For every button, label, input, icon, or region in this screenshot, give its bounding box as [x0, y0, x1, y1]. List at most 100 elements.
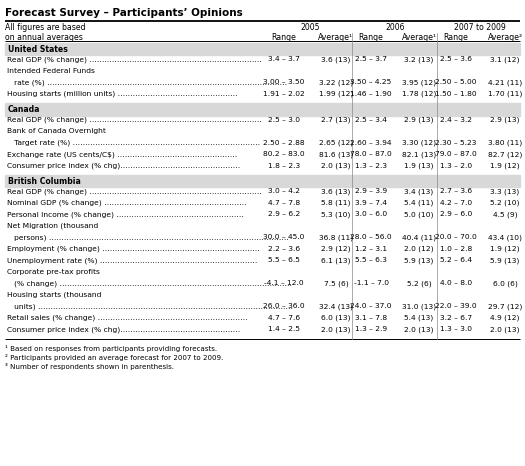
- Text: 2.60 – 3.94: 2.60 – 3.94: [350, 139, 392, 145]
- Text: 3.1 – 7.8: 3.1 – 7.8: [355, 315, 387, 321]
- Text: Target rate (%) …………………………………………………………………: Target rate (%) …………………………………………………………………: [7, 139, 260, 146]
- Text: 1.78 (12): 1.78 (12): [402, 91, 436, 97]
- Text: 1.3 – 2.0: 1.3 – 2.0: [440, 163, 472, 169]
- Text: Average²: Average²: [487, 34, 522, 42]
- Text: 29.7 (12): 29.7 (12): [488, 303, 522, 309]
- Text: 3.80 (11): 3.80 (11): [488, 139, 522, 146]
- Text: Intended Federal Funds: Intended Federal Funds: [7, 68, 95, 74]
- Text: 36.8 (11): 36.8 (11): [319, 234, 353, 240]
- Text: 2.0 (12): 2.0 (12): [404, 246, 434, 252]
- Text: 2.9 (13): 2.9 (13): [404, 116, 434, 123]
- Text: Forecast Survey – Participants’ Opinions: Forecast Survey – Participants’ Opinions: [5, 8, 243, 18]
- Text: 2.0 (13): 2.0 (13): [490, 326, 520, 333]
- Text: 2.4 – 3.2: 2.4 – 3.2: [440, 116, 472, 123]
- Text: 4.2 – 7.0: 4.2 – 7.0: [440, 199, 472, 206]
- Text: 3.0 – 6.0: 3.0 – 6.0: [355, 211, 387, 217]
- Text: 2.5 – 3.6: 2.5 – 3.6: [440, 56, 472, 62]
- Text: Real GDP (% change) ……………………………………………………………: Real GDP (% change) ………………………………………………………: [7, 116, 262, 123]
- Text: 2.0 (13): 2.0 (13): [321, 326, 351, 333]
- Text: Bank of Canada Overnight: Bank of Canada Overnight: [7, 128, 106, 134]
- Text: 28.0 – 56.0: 28.0 – 56.0: [350, 234, 392, 240]
- Text: 31.0 (13): 31.0 (13): [402, 303, 436, 309]
- Text: 6.0 (13): 6.0 (13): [321, 315, 351, 321]
- Text: 4.0 – 8.0: 4.0 – 8.0: [440, 280, 472, 286]
- Text: 4.5 (9): 4.5 (9): [492, 211, 517, 218]
- Text: 4.9 (12): 4.9 (12): [490, 315, 520, 321]
- Text: 3.0 – 4.2: 3.0 – 4.2: [268, 188, 300, 194]
- Text: 4.21 (11): 4.21 (11): [488, 80, 522, 86]
- Text: 2005: 2005: [300, 23, 320, 32]
- Text: 3.9 – 7.4: 3.9 – 7.4: [355, 199, 387, 206]
- Text: 5.9 (13): 5.9 (13): [404, 257, 434, 264]
- Bar: [5, 175, 520, 187]
- Text: 3.95 (12): 3.95 (12): [402, 80, 436, 86]
- Text: 3.6 (13): 3.6 (13): [321, 56, 351, 63]
- Text: Consumer price index (% chg)…………………………………………: Consumer price index (% chg)…………………………………: [7, 326, 240, 333]
- Text: 2.5 – 3.7: 2.5 – 3.7: [355, 56, 387, 62]
- Text: Employment (% change) ………………………………………………………: Employment (% change) …………………………………………………: [7, 246, 260, 252]
- Text: Real GDP (% change) ……………………………………………………………: Real GDP (% change) ………………………………………………………: [7, 188, 262, 195]
- Text: 2.30 – 5.23: 2.30 – 5.23: [435, 139, 477, 145]
- Text: 5.2 (10): 5.2 (10): [490, 199, 520, 206]
- Text: Housing starts (thousand: Housing starts (thousand: [7, 292, 101, 298]
- Text: 2.9 – 3.9: 2.9 – 3.9: [355, 188, 387, 194]
- Text: 3.30 (12): 3.30 (12): [402, 139, 436, 146]
- Text: 5.9 (13): 5.9 (13): [490, 257, 520, 264]
- Text: 1.9 (12): 1.9 (12): [490, 163, 520, 169]
- Text: 80.2 – 83.0: 80.2 – 83.0: [263, 151, 305, 157]
- Text: Corporate pre-tax profits: Corporate pre-tax profits: [7, 268, 100, 274]
- Text: 5.0 (10): 5.0 (10): [404, 211, 434, 218]
- Text: 78.0 – 87.0: 78.0 – 87.0: [350, 151, 392, 157]
- Text: United States: United States: [8, 45, 68, 54]
- Text: 4.7 – 7.6: 4.7 – 7.6: [268, 315, 300, 321]
- Text: 5.5 – 6.5: 5.5 – 6.5: [268, 257, 300, 263]
- Text: 2.0 (13): 2.0 (13): [404, 326, 434, 333]
- Text: 3.3 (13): 3.3 (13): [490, 188, 520, 195]
- Text: -1.1 – 7.0: -1.1 – 7.0: [353, 280, 388, 286]
- Text: 2006: 2006: [385, 23, 405, 32]
- Text: units) …………………………………………………………………………………………: units) …………………………………………………………………………………………: [7, 303, 293, 309]
- Text: 1.9 (12): 1.9 (12): [490, 246, 520, 252]
- Text: 2.65 (12): 2.65 (12): [319, 139, 353, 146]
- Text: All figures are based: All figures are based: [5, 23, 86, 32]
- Text: British Columbia: British Columbia: [8, 177, 81, 185]
- Text: 5.8 (11): 5.8 (11): [321, 199, 351, 206]
- Text: 5.4 (11): 5.4 (11): [404, 199, 434, 206]
- Text: 3.4 – 3.7: 3.4 – 3.7: [268, 56, 300, 62]
- Text: 43.4 (10): 43.4 (10): [488, 234, 522, 240]
- Text: 3.50 – 4.25: 3.50 – 4.25: [350, 80, 392, 85]
- Text: 2.5 – 3.0: 2.5 – 3.0: [268, 116, 300, 123]
- Text: 1.8 – 2.3: 1.8 – 2.3: [268, 163, 300, 169]
- Text: 2.9 (12): 2.9 (12): [321, 246, 351, 252]
- Text: 2.7 – 3.6: 2.7 – 3.6: [440, 188, 472, 194]
- Text: Housing starts (million units) …………………………………………: Housing starts (million units) …………………………: [7, 91, 238, 97]
- Text: 2.9 – 6.2: 2.9 – 6.2: [268, 211, 300, 217]
- Text: 3.22 (12): 3.22 (12): [319, 80, 353, 86]
- Text: 5.2 (6): 5.2 (6): [407, 280, 432, 287]
- Text: 40.4 (11): 40.4 (11): [402, 234, 436, 240]
- Text: 1.3 – 2.9: 1.3 – 2.9: [355, 326, 387, 332]
- Text: 1.99 (12): 1.99 (12): [319, 91, 353, 97]
- Text: 1.2 – 3.1: 1.2 – 3.1: [355, 246, 387, 252]
- Text: 20.0 – 70.0: 20.0 – 70.0: [435, 234, 477, 240]
- Text: 2.0 (13): 2.0 (13): [321, 163, 351, 169]
- Text: 1.50 – 1.80: 1.50 – 1.80: [435, 91, 477, 97]
- Text: Canada: Canada: [8, 105, 40, 114]
- Text: rate (%) ……………………………………………………………………………………: rate (%) ……………………………………………………………………………………: [7, 80, 287, 86]
- Text: Average¹: Average¹: [319, 34, 353, 42]
- Text: 22.0 – 39.0: 22.0 – 39.0: [435, 303, 477, 309]
- Text: Net Migration (thousand: Net Migration (thousand: [7, 223, 98, 229]
- Text: Unemployment rate (%) ………………………………………………………: Unemployment rate (%) …………………………………………………: [7, 257, 257, 264]
- Text: Real GDP (% change) ……………………………………………………………: Real GDP (% change) ………………………………………………………: [7, 56, 262, 63]
- Text: 1.3 – 3.0: 1.3 – 3.0: [440, 326, 472, 332]
- Text: 1.4 – 2.5: 1.4 – 2.5: [268, 326, 300, 332]
- Text: 2.50 – 2.88: 2.50 – 2.88: [263, 139, 305, 145]
- Text: -4.1 – 12.0: -4.1 – 12.0: [264, 280, 304, 286]
- Text: 3.6 (13): 3.6 (13): [321, 188, 351, 195]
- Text: Consumer price index (% chg)…………………………………………: Consumer price index (% chg)…………………………………: [7, 163, 240, 169]
- Text: 2.2 – 3.6: 2.2 – 3.6: [268, 246, 300, 252]
- Text: persons) ……………………………………………………………………………………: persons) ……………………………………………………………………………………: [7, 234, 289, 240]
- Text: 7.5 (6): 7.5 (6): [323, 280, 349, 287]
- Text: 1.91 – 2.02: 1.91 – 2.02: [263, 91, 305, 97]
- Text: 3.2 (13): 3.2 (13): [404, 56, 434, 63]
